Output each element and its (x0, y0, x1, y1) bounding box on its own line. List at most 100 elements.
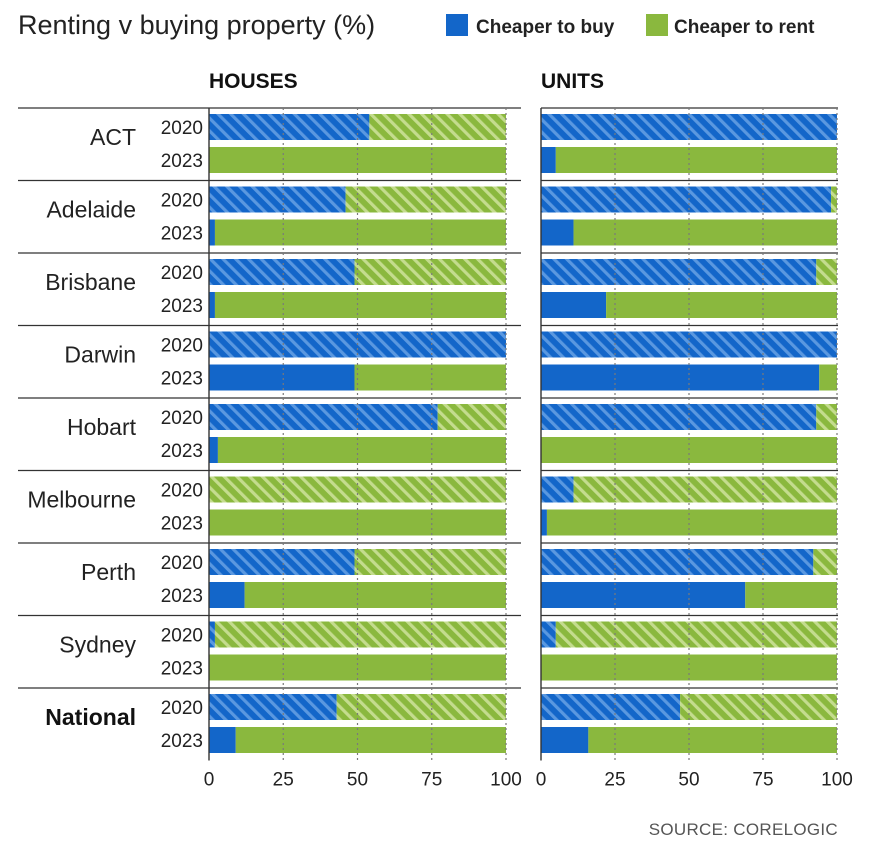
bar-cheaper-to-buy (541, 727, 589, 753)
x-tick-label: 50 (347, 770, 368, 791)
region-label: Darwin (64, 342, 136, 368)
bar-cheaper-to-buy (209, 219, 215, 246)
bar-cheaper-to-buy (541, 219, 574, 246)
bar-cheaper-to-rent (345, 186, 506, 213)
year-label: 2020 (161, 698, 203, 719)
bar-cheaper-to-rent (831, 186, 837, 213)
year-label: 2023 (161, 586, 203, 607)
region-label: Adelaide (46, 197, 136, 223)
bar-cheaper-to-rent (546, 509, 837, 536)
bar-cheaper-to-rent (369, 114, 506, 140)
year-label: 2023 (161, 296, 203, 317)
x-tick-label: 50 (678, 770, 699, 791)
x-tick-label: 25 (604, 770, 625, 791)
bar-cheaper-to-buy (541, 476, 574, 503)
axis-layer: 0 25 50 75 100 0 25 50 75 100 (204, 108, 853, 791)
x-tick-label: 75 (752, 770, 773, 791)
bar-cheaper-to-buy (209, 621, 215, 648)
bar-cheaper-to-rent (573, 476, 837, 503)
bar-cheaper-to-rent (813, 549, 837, 575)
bar-cheaper-to-buy (541, 259, 817, 285)
year-label: 2023 (161, 224, 203, 245)
year-label: 2020 (161, 408, 203, 429)
bar-cheaper-to-rent (235, 727, 507, 753)
panel-title-houses: HOUSES (209, 70, 298, 93)
bar-cheaper-to-rent (214, 219, 506, 246)
bar-cheaper-to-buy (541, 147, 556, 173)
bar-cheaper-to-rent (680, 694, 837, 720)
bar-cheaper-to-rent (354, 549, 506, 575)
bar-cheaper-to-buy (209, 114, 370, 140)
region-label: Sydney (59, 632, 136, 658)
x-tick-label: 75 (421, 770, 442, 791)
year-label: 2023 (161, 369, 203, 390)
bar-cheaper-to-rent (336, 694, 506, 720)
bar-cheaper-to-buy (541, 404, 817, 430)
year-label: 2020 (161, 626, 203, 647)
bar-cheaper-to-buy (209, 582, 245, 608)
year-label: 2023 (161, 151, 203, 172)
bar-cheaper-to-buy (541, 364, 820, 391)
bar-cheaper-to-buy (541, 186, 832, 213)
legend-swatch-rent (646, 14, 668, 36)
bar-cheaper-to-buy (541, 292, 607, 318)
panel-title-units: UNITS (541, 70, 604, 93)
bar-cheaper-to-rent (214, 292, 506, 318)
bar-cheaper-to-rent (588, 727, 837, 753)
region-label: Melbourne (27, 487, 136, 513)
bar-cheaper-to-rent (816, 404, 837, 430)
bar-cheaper-to-rent (354, 259, 506, 285)
legend-swatch-buy (446, 14, 468, 36)
rows-layer: ACT 2020 2023 Adelaide 2020 2023 Brisbane 2020 2… (18, 107, 838, 752)
bar-cheaper-to-rent (555, 147, 837, 173)
bar-cheaper-to-rent (354, 364, 506, 391)
bar-cheaper-to-buy (541, 582, 746, 608)
bar-cheaper-to-buy (209, 404, 438, 430)
legend: Cheaper to buy Cheaper to rent (446, 14, 815, 38)
bar-cheaper-to-buy (209, 259, 355, 285)
bar-cheaper-to-rent (573, 219, 837, 246)
year-label: 2023 (161, 731, 203, 752)
bar-cheaper-to-buy (541, 621, 556, 648)
bar-cheaper-to-buy (209, 186, 346, 213)
bar-cheaper-to-rent (214, 621, 506, 648)
region-label: Hobart (67, 414, 137, 440)
year-label: 2023 (161, 514, 203, 535)
bar-cheaper-to-buy (541, 509, 547, 536)
region-label: ACT (90, 124, 136, 150)
year-label: 2020 (161, 553, 203, 574)
year-label: 2023 (161, 441, 203, 462)
x-tick-label: 0 (536, 770, 547, 791)
bars-layer (209, 114, 837, 753)
chart-title: Renting v buying property (%) (18, 10, 375, 40)
year-label: 2020 (161, 118, 203, 139)
bar-cheaper-to-buy (209, 437, 218, 463)
year-label: 2020 (161, 336, 203, 357)
x-tick-label: 25 (273, 770, 294, 791)
grid-layer (282, 108, 838, 761)
bar-cheaper-to-buy (209, 549, 355, 575)
bar-cheaper-to-buy (209, 292, 215, 318)
bar-cheaper-to-rent (555, 621, 837, 648)
bar-cheaper-to-rent (244, 582, 506, 608)
bar-cheaper-to-rent (437, 404, 506, 430)
year-label: 2020 (161, 263, 203, 284)
bar-cheaper-to-buy (209, 694, 337, 720)
bar-cheaper-to-rent (745, 582, 837, 608)
bar-cheaper-to-rent (816, 259, 837, 285)
legend-label-rent: Cheaper to rent (674, 17, 815, 38)
bar-cheaper-to-buy (541, 114, 837, 140)
legend-label-buy: Cheaper to buy (476, 17, 615, 38)
year-label: 2023 (161, 659, 203, 680)
bar-cheaper-to-rent (217, 437, 506, 463)
bar-cheaper-to-buy (209, 727, 236, 753)
bar-cheaper-to-rent (819, 364, 837, 391)
x-tick-label: 100 (490, 770, 522, 791)
source-note: SOURCE: CORELOGIC (649, 820, 838, 839)
bar-cheaper-to-buy (209, 364, 355, 391)
region-label: National (45, 704, 136, 730)
region-label: Brisbane (45, 269, 136, 295)
x-tick-label: 100 (821, 770, 853, 791)
x-tick-label: 0 (204, 770, 215, 791)
